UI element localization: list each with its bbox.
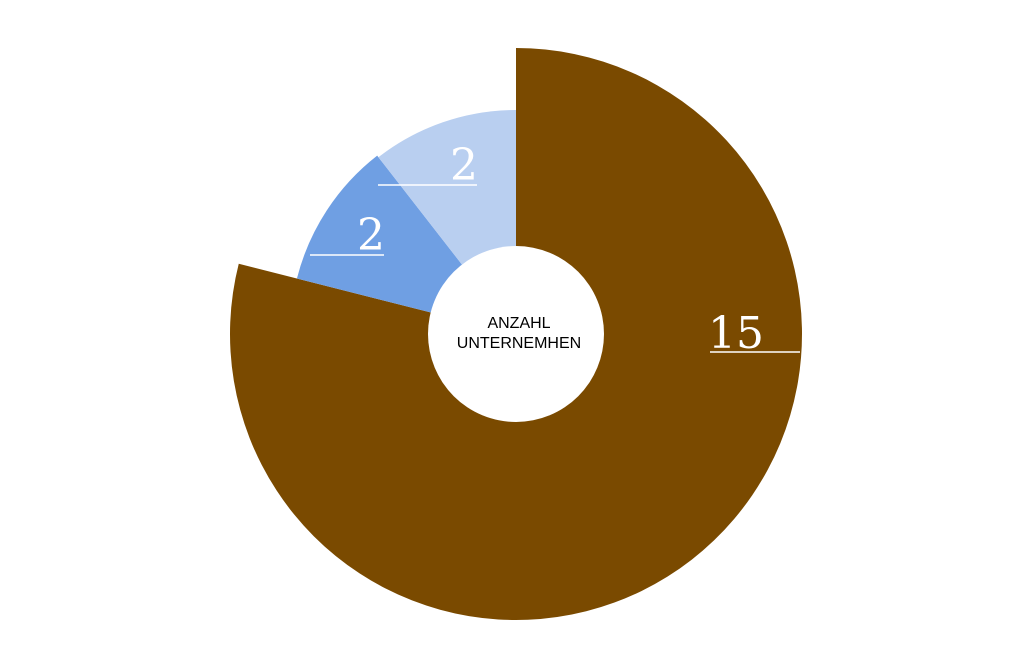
value-label-1: 15	[708, 308, 764, 359]
center-label-line-2: UNTERNEMHEN	[457, 335, 581, 352]
value-label-2: 2	[357, 210, 385, 261]
value-label-3: 2	[450, 140, 478, 191]
center-hole	[428, 246, 604, 422]
center-label-line-1: ANZAHL	[487, 315, 550, 332]
